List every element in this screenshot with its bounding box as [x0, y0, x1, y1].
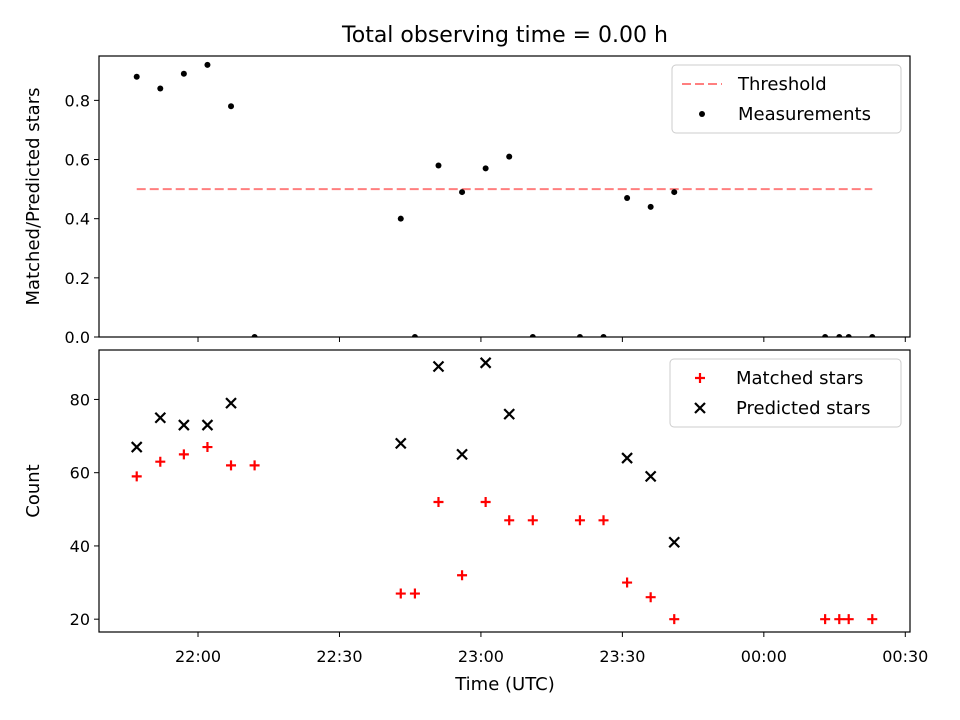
y-tick-label: 0.2 [65, 269, 90, 288]
y-tick-label: 80 [70, 390, 90, 409]
predicted-point [503, 408, 515, 420]
measurement-point [576, 334, 583, 337]
x-tick-label: 23:00 [458, 647, 504, 666]
data-marks [133, 61, 876, 337]
predicted-point [201, 419, 214, 431]
matched-point [457, 570, 468, 581]
predicted-point [456, 448, 468, 461]
legend-label: Predicted stars [736, 398, 870, 419]
measurement-point [397, 215, 404, 222]
measurement-point [600, 334, 607, 337]
measurement-point [671, 189, 678, 196]
measurement-point [435, 162, 442, 169]
matched-point [669, 614, 680, 625]
legend-label: Measurements [738, 104, 871, 125]
y-tick-label: 0.0 [65, 328, 90, 347]
y-tick-label: 20 [70, 610, 90, 629]
measurement-point [822, 334, 829, 337]
predicted-point [668, 536, 681, 549]
predicted-point [644, 470, 657, 483]
matched-point [820, 614, 831, 625]
measurement-point [411, 334, 418, 337]
measurement-point [506, 153, 513, 160]
matched-point [622, 577, 633, 588]
matched-point [249, 460, 260, 471]
count-panel: 22:00 22:30 23:00 23:30 00:00 00:30 20 40 60 80 Co… [23, 349, 928, 666]
data-marks [130, 357, 878, 625]
predicted-point [432, 360, 445, 373]
measurement-point [133, 73, 140, 80]
predicted-point [621, 452, 633, 464]
matched-point [480, 496, 491, 507]
axes-frame [98, 349, 911, 633]
measurement-point [529, 334, 536, 337]
measurement-point [869, 334, 876, 337]
y-tick-label: 0.6 [65, 151, 90, 170]
matched-point [527, 515, 538, 526]
matched-point [834, 614, 845, 625]
matched-point [395, 588, 406, 599]
measurement-point [836, 334, 843, 337]
y-tick-label: 0.8 [65, 91, 90, 110]
figure-title: Total observing time = 0.00 h [341, 23, 668, 48]
measurement-point [204, 61, 211, 68]
predicted-point [130, 441, 143, 453]
measurement-point [251, 334, 258, 337]
matched-point [598, 515, 609, 526]
y-tick-label: 0.4 [65, 210, 90, 229]
matched-point [131, 471, 142, 482]
predicted-point [154, 411, 167, 424]
legend-label: Threshold [737, 74, 827, 95]
legend-box [669, 358, 902, 428]
matched-point [433, 496, 444, 507]
y-axis-label: Matched/Predicted stars [23, 88, 44, 306]
legend: Matched stars Predicted stars [669, 358, 902, 428]
legend-box [671, 64, 902, 134]
ratio-panel: 0.0 0.2 0.4 0.6 0.8 Matched/Predicted stars Th… [23, 55, 911, 347]
x-tick-label: 00:30 [882, 647, 928, 666]
legend: Threshold Measurements [671, 64, 902, 134]
matched-point [574, 515, 585, 526]
measurement-point [228, 103, 235, 110]
matched-point [178, 449, 189, 460]
predicted-point [225, 397, 237, 409]
matched-point [867, 614, 878, 625]
x-tick-label: 00:00 [741, 647, 787, 666]
predicted-point [479, 357, 492, 369]
legend-measurements-swatch [699, 111, 705, 117]
matched-point [202, 442, 213, 453]
matched-point [843, 614, 854, 625]
y-axis-label: Count [23, 464, 44, 517]
y-tick-label: 40 [70, 537, 90, 556]
measurement-point [482, 165, 489, 172]
matched-point [409, 588, 420, 599]
predicted-point [394, 437, 407, 450]
x-tick-label: 22:30 [316, 647, 362, 666]
matched-point [504, 515, 515, 526]
measurement-point [647, 203, 654, 210]
measurement-point [845, 334, 852, 337]
measurement-point [157, 85, 164, 92]
legend-predicted-swatch [694, 402, 706, 414]
matched-point [155, 456, 166, 467]
predicted-point [178, 419, 190, 431]
x-tick-label: 22:00 [175, 647, 221, 666]
legend-matched-swatch [695, 373, 705, 383]
y-tick-label: 60 [70, 464, 90, 483]
axes-frame [98, 55, 911, 338]
measurement-point [180, 70, 187, 77]
matched-point [226, 460, 237, 471]
measurement-point [459, 189, 466, 196]
matched-point [645, 592, 656, 603]
measurement-point [624, 194, 631, 201]
legend-label: Matched stars [736, 368, 863, 389]
x-axis-label: Time (UTC) [454, 674, 555, 695]
x-tick-label: 23:30 [599, 647, 645, 666]
